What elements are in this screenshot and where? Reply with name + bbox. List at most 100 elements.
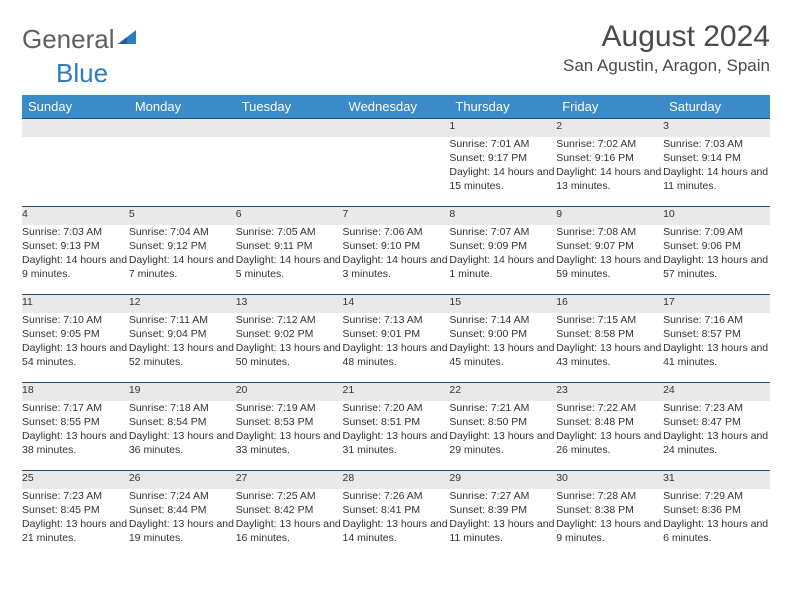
sunset-text: Sunset: 8:45 PM <box>22 503 129 517</box>
day-number-row: 25262728293031 <box>22 471 770 489</box>
day-content-row: Sunrise: 7:23 AMSunset: 8:45 PMDaylight:… <box>22 489 770 559</box>
day-number: 11 <box>22 295 129 313</box>
day-cell: Sunrise: 7:25 AMSunset: 8:42 PMDaylight:… <box>236 489 343 559</box>
weekday-header: Monday <box>129 95 236 119</box>
sunset-text: Sunset: 9:09 PM <box>449 239 556 253</box>
daylight-text: Daylight: 14 hours and 5 minutes. <box>236 253 343 281</box>
day-content-row: Sunrise: 7:03 AMSunset: 9:13 PMDaylight:… <box>22 225 770 295</box>
day-number-row: 45678910 <box>22 207 770 225</box>
sunrise-text: Sunrise: 7:05 AM <box>236 225 343 239</box>
sunrise-text: Sunrise: 7:01 AM <box>449 137 556 151</box>
weekday-header: Tuesday <box>236 95 343 119</box>
sunrise-text: Sunrise: 7:17 AM <box>22 401 129 415</box>
day-number <box>236 119 343 137</box>
weekday-header: Sunday <box>22 95 129 119</box>
sunset-text: Sunset: 8:44 PM <box>129 503 236 517</box>
sunrise-text: Sunrise: 7:19 AM <box>236 401 343 415</box>
day-number: 19 <box>129 383 236 401</box>
daylight-text: Daylight: 14 hours and 7 minutes. <box>129 253 236 281</box>
logo-text-1: General <box>22 24 115 55</box>
logo-triangle-icon <box>116 30 138 48</box>
calendar-table: Sunday Monday Tuesday Wednesday Thursday… <box>22 95 770 559</box>
daylight-text: Daylight: 13 hours and 50 minutes. <box>236 341 343 369</box>
sunset-text: Sunset: 9:04 PM <box>129 327 236 341</box>
sunrise-text: Sunrise: 7:03 AM <box>663 137 770 151</box>
day-cell <box>129 137 236 207</box>
daylight-text: Daylight: 13 hours and 36 minutes. <box>129 429 236 457</box>
day-cell: Sunrise: 7:06 AMSunset: 9:10 PMDaylight:… <box>343 225 450 295</box>
sunset-text: Sunset: 9:02 PM <box>236 327 343 341</box>
daylight-text: Daylight: 13 hours and 57 minutes. <box>663 253 770 281</box>
daylight-text: Daylight: 13 hours and 54 minutes. <box>22 341 129 369</box>
daylight-text: Daylight: 13 hours and 19 minutes. <box>129 517 236 545</box>
daylight-text: Daylight: 13 hours and 41 minutes. <box>663 341 770 369</box>
sunset-text: Sunset: 9:05 PM <box>22 327 129 341</box>
sunset-text: Sunset: 8:48 PM <box>556 415 663 429</box>
day-number: 15 <box>449 295 556 313</box>
daylight-text: Daylight: 14 hours and 11 minutes. <box>663 165 770 193</box>
daylight-text: Daylight: 13 hours and 9 minutes. <box>556 517 663 545</box>
sunrise-text: Sunrise: 7:06 AM <box>343 225 450 239</box>
daylight-text: Daylight: 14 hours and 15 minutes. <box>449 165 556 193</box>
daylight-text: Daylight: 14 hours and 13 minutes. <box>556 165 663 193</box>
day-number: 10 <box>663 207 770 225</box>
sunrise-text: Sunrise: 7:03 AM <box>22 225 129 239</box>
day-number: 6 <box>236 207 343 225</box>
weekday-header: Saturday <box>663 95 770 119</box>
day-cell: Sunrise: 7:07 AMSunset: 9:09 PMDaylight:… <box>449 225 556 295</box>
sunset-text: Sunset: 9:17 PM <box>449 151 556 165</box>
day-number: 4 <box>22 207 129 225</box>
day-cell: Sunrise: 7:16 AMSunset: 8:57 PMDaylight:… <box>663 313 770 383</box>
daylight-text: Daylight: 14 hours and 3 minutes. <box>343 253 450 281</box>
sunset-text: Sunset: 9:11 PM <box>236 239 343 253</box>
weekday-header: Thursday <box>449 95 556 119</box>
sunset-text: Sunset: 8:39 PM <box>449 503 556 517</box>
daylight-text: Daylight: 13 hours and 29 minutes. <box>449 429 556 457</box>
daylight-text: Daylight: 14 hours and 1 minute. <box>449 253 556 281</box>
day-number: 30 <box>556 471 663 489</box>
sunset-text: Sunset: 9:06 PM <box>663 239 770 253</box>
day-number <box>129 119 236 137</box>
day-cell: Sunrise: 7:01 AMSunset: 9:17 PMDaylight:… <box>449 137 556 207</box>
day-number: 24 <box>663 383 770 401</box>
day-cell: Sunrise: 7:27 AMSunset: 8:39 PMDaylight:… <box>449 489 556 559</box>
sunrise-text: Sunrise: 7:29 AM <box>663 489 770 503</box>
day-number: 12 <box>129 295 236 313</box>
sunset-text: Sunset: 8:38 PM <box>556 503 663 517</box>
daylight-text: Daylight: 13 hours and 43 minutes. <box>556 341 663 369</box>
day-number-row: 123 <box>22 119 770 137</box>
daylight-text: Daylight: 13 hours and 48 minutes. <box>343 341 450 369</box>
daylight-text: Daylight: 13 hours and 26 minutes. <box>556 429 663 457</box>
day-number: 9 <box>556 207 663 225</box>
sunrise-text: Sunrise: 7:18 AM <box>129 401 236 415</box>
day-content-row: Sunrise: 7:17 AMSunset: 8:55 PMDaylight:… <box>22 401 770 471</box>
day-number: 14 <box>343 295 450 313</box>
sunrise-text: Sunrise: 7:12 AM <box>236 313 343 327</box>
sunset-text: Sunset: 8:53 PM <box>236 415 343 429</box>
daylight-text: Daylight: 14 hours and 9 minutes. <box>22 253 129 281</box>
day-cell <box>343 137 450 207</box>
daylight-text: Daylight: 13 hours and 52 minutes. <box>129 341 236 369</box>
day-cell: Sunrise: 7:11 AMSunset: 9:04 PMDaylight:… <box>129 313 236 383</box>
day-number: 8 <box>449 207 556 225</box>
day-number-row: 11121314151617 <box>22 295 770 313</box>
day-number: 23 <box>556 383 663 401</box>
sunrise-text: Sunrise: 7:09 AM <box>663 225 770 239</box>
sunset-text: Sunset: 9:01 PM <box>343 327 450 341</box>
day-cell: Sunrise: 7:28 AMSunset: 8:38 PMDaylight:… <box>556 489 663 559</box>
sunrise-text: Sunrise: 7:14 AM <box>449 313 556 327</box>
sunset-text: Sunset: 8:41 PM <box>343 503 450 517</box>
day-cell: Sunrise: 7:03 AMSunset: 9:13 PMDaylight:… <box>22 225 129 295</box>
sunrise-text: Sunrise: 7:10 AM <box>22 313 129 327</box>
day-cell: Sunrise: 7:22 AMSunset: 8:48 PMDaylight:… <box>556 401 663 471</box>
day-number <box>22 119 129 137</box>
day-cell: Sunrise: 7:23 AMSunset: 8:47 PMDaylight:… <box>663 401 770 471</box>
day-cell: Sunrise: 7:20 AMSunset: 8:51 PMDaylight:… <box>343 401 450 471</box>
sunrise-text: Sunrise: 7:16 AM <box>663 313 770 327</box>
sunset-text: Sunset: 8:51 PM <box>343 415 450 429</box>
day-number: 5 <box>129 207 236 225</box>
day-number: 16 <box>556 295 663 313</box>
daylight-text: Daylight: 13 hours and 59 minutes. <box>556 253 663 281</box>
day-cell: Sunrise: 7:19 AMSunset: 8:53 PMDaylight:… <box>236 401 343 471</box>
sunrise-text: Sunrise: 7:15 AM <box>556 313 663 327</box>
